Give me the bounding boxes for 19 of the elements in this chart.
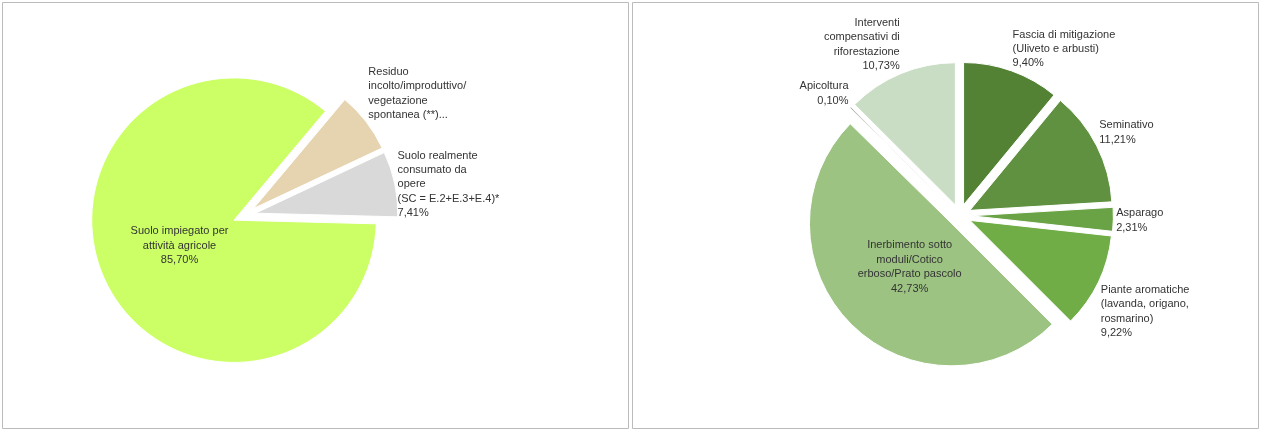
slice-label: Piante aromatiche (lavanda, origano, rosmarino) [1100,283,1190,324]
slice-label: Residuo incolto/improduttivo/ vegetazione spontanea (**)... [368,65,468,121]
data-label: 2,31% [1116,220,1148,233]
slice-label: Seminativo [1099,118,1154,131]
slice-label: Inerbimento sotto moduli/Cotico erboso/Prato pascolo [857,238,962,280]
data-label: 11,21% [1099,132,1136,145]
data-label: 85,70% [160,253,199,266]
slice-label: Suolo realmente consumato da opere (SC = E.2+E.3+E.4)* [397,148,501,204]
data-label: 0,10% [817,93,849,106]
slice-label: Apicoltura [799,79,850,92]
slice-label: Asparago [1116,206,1164,219]
slice-label: Fascia di mitigazione (Uliveto e arbusti) [1012,27,1116,55]
data-label: 42,73% [890,281,929,294]
data-label: 9,40% [1012,56,1044,69]
data-label: 7,41% [397,206,429,219]
data-label: 10,73% [862,59,900,72]
data-label: 9,22% [1100,326,1133,339]
slice-label: Interventi compensativi di riforestazione [823,16,900,57]
slice-label: Suolo impiegato per attività agricole [130,224,229,251]
